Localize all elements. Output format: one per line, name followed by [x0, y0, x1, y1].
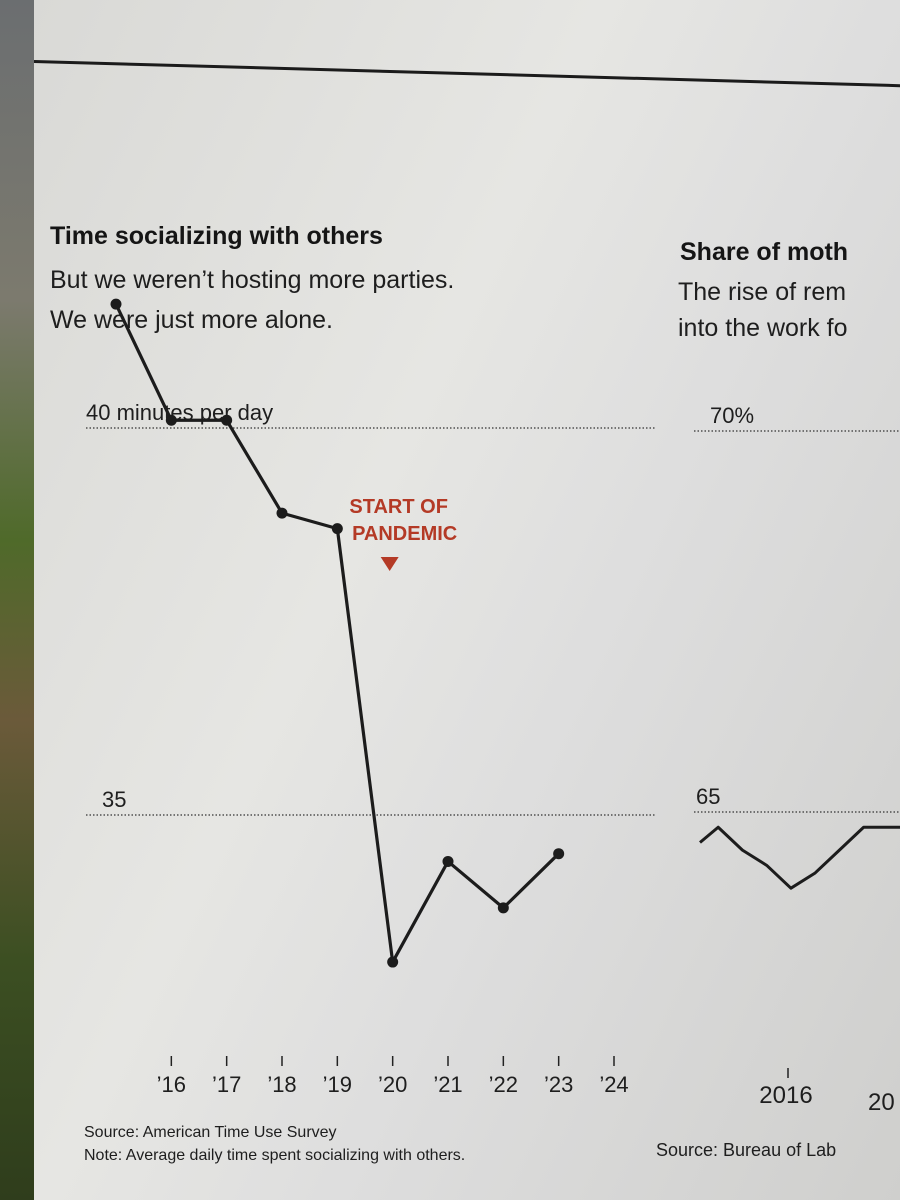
data-point-2021: [442, 855, 454, 867]
x-tick-label-2021: ’21: [433, 1072, 462, 1097]
x-tick-label-2017: ’17: [212, 1072, 241, 1097]
right-x-tick-label-2016: 2016: [759, 1082, 812, 1109]
data-point-2016: [165, 414, 177, 426]
data-point-2023: [553, 848, 565, 860]
x-tick-label-2023: ’23: [544, 1072, 573, 1097]
chart-source: Source: American Time Use Survey: [84, 1124, 337, 1141]
annotation-line-2: PANDEMIC: [352, 523, 457, 545]
x-tick-label-2022: ’22: [489, 1072, 518, 1097]
right-x-tick-label-partial: 20: [868, 1089, 895, 1116]
y-tick-label-35: 35: [102, 787, 126, 812]
chart-title: Time socializing with others: [50, 222, 383, 250]
chart-note: Note: Average daily time spent socializi…: [84, 1147, 466, 1164]
newspaper-page: [34, 0, 900, 1200]
data-point-2018: [276, 507, 288, 519]
data-point-2022: [497, 902, 509, 914]
data-point-2019: [331, 523, 343, 535]
chart-subtitle-line-1: But we weren’t hosting more parties.: [50, 266, 455, 294]
x-tick-label-2016: ’16: [157, 1072, 186, 1097]
x-tick-label-2024: ’24: [599, 1072, 628, 1097]
right-series-line: [699, 825, 900, 890]
right-y-tick-label-70: 70%: [710, 403, 754, 428]
x-tick-label-2020: ’20: [378, 1072, 407, 1097]
chart-subtitle-line-2: We were just more alone.: [50, 306, 333, 334]
data-point-2017: [221, 414, 233, 426]
annotation-arrow-icon: [380, 557, 399, 571]
right-y-tick-label-65: 65: [696, 784, 720, 809]
right-chart-subtitle-line-1: The rise of rem: [678, 278, 847, 306]
right-chart-title: Share of moth: [680, 238, 849, 266]
right-chart-subtitle-line-2: into the work fo: [678, 314, 848, 342]
data-point-2020: [387, 956, 399, 968]
annotation-line-1: START OF: [349, 496, 448, 518]
right-chart-source: Source: Bureau of Lab: [656, 1140, 837, 1160]
x-tick-label-2018: ’18: [267, 1072, 296, 1097]
x-tick-label-2019: ’19: [323, 1072, 352, 1097]
data-point-2015: [110, 298, 122, 310]
